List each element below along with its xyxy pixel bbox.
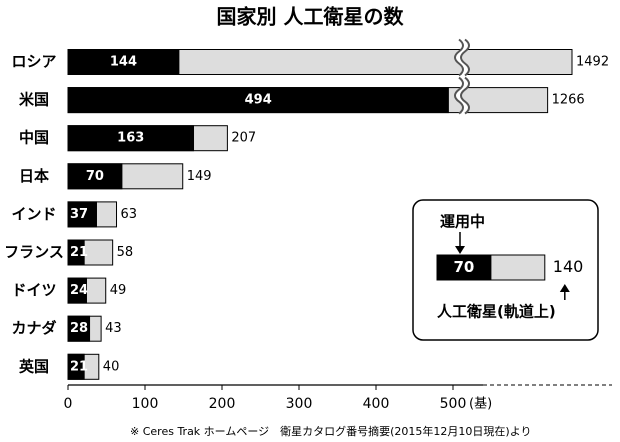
value-label: 21 — [70, 359, 88, 374]
x-unit: (基) — [469, 397, 492, 412]
value-label: 40 — [103, 359, 120, 374]
legend-value: 70 — [454, 258, 475, 276]
axis-break — [454, 38, 464, 77]
value-label: 144 — [110, 55, 137, 70]
bar-operating — [67, 87, 449, 114]
bar-operating — [67, 201, 97, 228]
chart-title: 国家別 人工衛星の数 — [217, 5, 405, 29]
value-label: 207 — [231, 131, 256, 146]
axis-break — [455, 75, 469, 116]
value-label: 63 — [121, 207, 138, 222]
axis-break — [460, 76, 470, 115]
y-tick-label: 英国 — [19, 357, 49, 375]
y-tick-label: インド — [11, 205, 56, 223]
value-label: 1492 — [576, 55, 609, 70]
value-label: 28 — [70, 321, 88, 336]
x-tick-label: 300 — [286, 396, 313, 412]
y-tick-label: ドイツ — [11, 281, 56, 299]
y-tick-label: 中国 — [19, 129, 49, 147]
x-tick-label: 200 — [209, 396, 236, 412]
bar-operating — [67, 353, 85, 380]
x-tick-label: 400 — [363, 396, 390, 412]
value-label: 21 — [70, 245, 88, 260]
axis-break — [455, 37, 469, 78]
y-tick-label: 日本 — [19, 167, 49, 185]
bar-operating — [67, 125, 195, 152]
legend-label: 人工衛星(軌道上) — [437, 303, 556, 321]
bar-operating — [67, 239, 85, 266]
bar-operating — [67, 315, 91, 342]
legend-operating — [436, 254, 492, 281]
value-label: 37 — [70, 207, 88, 222]
axis-break — [460, 38, 470, 77]
value-label: 494 — [245, 93, 272, 108]
bar-operating — [67, 163, 123, 190]
y-tick-label: カナダ — [11, 319, 56, 337]
bar-operating — [67, 277, 87, 304]
x-tick-label: 0 — [64, 396, 73, 412]
y-tick-label: 米国 — [19, 91, 49, 109]
x-tick-label: 500 — [440, 396, 467, 412]
value-label: 24 — [70, 283, 88, 298]
bar-operating — [67, 49, 180, 75]
y-tick-label: ロシア — [11, 53, 56, 71]
legend-label: 運用中 — [440, 213, 485, 231]
value-label: 149 — [187, 169, 212, 184]
footnote: ※ Ceres Trak ホームページ 衛星カタログ番号摘要(2015年12月1… — [130, 424, 531, 438]
axis-break — [454, 76, 464, 115]
value-label: 58 — [117, 245, 134, 260]
value-label: 1266 — [552, 93, 585, 108]
legend-arrowhead — [455, 246, 465, 254]
value-label: 43 — [105, 321, 122, 336]
value-label: 163 — [117, 131, 144, 146]
value-label: 70 — [86, 169, 104, 184]
y-tick-label: フランス — [4, 243, 64, 261]
value-label: 49 — [110, 283, 127, 298]
x-tick-label: 100 — [132, 396, 159, 412]
legend-arrowhead — [559, 284, 570, 292]
legend-value: 140 — [553, 257, 584, 276]
